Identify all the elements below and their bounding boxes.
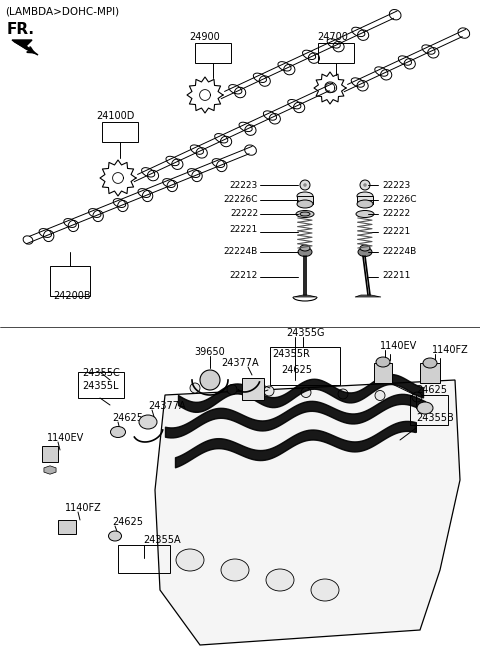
Ellipse shape <box>357 192 373 200</box>
Text: 22221: 22221 <box>382 228 410 237</box>
Text: 39650: 39650 <box>194 347 226 357</box>
Bar <box>297 196 313 204</box>
Circle shape <box>303 184 307 186</box>
Bar <box>50 266 90 296</box>
Ellipse shape <box>297 200 313 208</box>
Bar <box>195 43 231 63</box>
Ellipse shape <box>221 559 249 581</box>
Text: 1140FZ: 1140FZ <box>65 503 102 513</box>
Circle shape <box>360 180 370 190</box>
Circle shape <box>375 390 385 401</box>
Ellipse shape <box>360 245 370 251</box>
Text: 22226C: 22226C <box>382 195 417 205</box>
Text: (LAMBDA>DOHC-MPI): (LAMBDA>DOHC-MPI) <box>5 7 119 17</box>
Ellipse shape <box>417 402 433 414</box>
Bar <box>102 122 138 142</box>
Text: FR.: FR. <box>7 22 35 37</box>
Ellipse shape <box>297 192 313 200</box>
Text: 22224B: 22224B <box>224 247 258 256</box>
Text: 24355C: 24355C <box>82 368 120 378</box>
Text: 24355A: 24355A <box>143 535 180 545</box>
Text: 22222: 22222 <box>382 209 410 218</box>
Bar <box>374 363 392 383</box>
Bar <box>410 395 448 425</box>
Circle shape <box>363 184 367 186</box>
Ellipse shape <box>357 200 373 208</box>
Text: 22223: 22223 <box>230 180 258 190</box>
Bar <box>242 378 264 400</box>
Text: 24355R: 24355R <box>272 349 310 359</box>
Ellipse shape <box>176 549 204 571</box>
Ellipse shape <box>300 245 310 251</box>
Text: 24625: 24625 <box>416 385 447 395</box>
Ellipse shape <box>108 531 121 541</box>
Text: 24355G: 24355G <box>286 328 324 338</box>
Bar <box>42 446 58 462</box>
Text: 22221: 22221 <box>230 226 258 234</box>
Circle shape <box>264 386 274 396</box>
Ellipse shape <box>423 358 437 368</box>
Bar <box>78 372 124 398</box>
Ellipse shape <box>298 247 312 256</box>
Circle shape <box>190 383 200 393</box>
Text: 24625: 24625 <box>112 517 143 527</box>
Ellipse shape <box>110 426 125 438</box>
Bar <box>357 196 373 204</box>
Bar <box>420 363 440 383</box>
Text: 1140FZ: 1140FZ <box>432 345 469 355</box>
Text: 24700: 24700 <box>318 32 348 42</box>
Ellipse shape <box>300 212 310 216</box>
Text: 24625: 24625 <box>112 413 143 423</box>
Text: 24355B: 24355B <box>416 413 454 423</box>
Text: 22224B: 22224B <box>382 247 416 256</box>
Ellipse shape <box>358 247 372 256</box>
Bar <box>58 520 76 534</box>
Polygon shape <box>12 40 38 55</box>
Ellipse shape <box>266 569 294 591</box>
Ellipse shape <box>296 211 314 218</box>
Text: 24377A: 24377A <box>221 358 259 368</box>
Text: 24625: 24625 <box>281 365 312 375</box>
Circle shape <box>301 388 311 398</box>
Text: 22223: 22223 <box>382 180 410 190</box>
Text: 24900: 24900 <box>190 32 220 42</box>
Ellipse shape <box>139 415 157 429</box>
Ellipse shape <box>376 357 390 367</box>
Text: 1140EV: 1140EV <box>47 433 84 443</box>
Bar <box>118 545 170 573</box>
Circle shape <box>200 370 220 390</box>
Circle shape <box>227 384 237 394</box>
Text: 24100D: 24100D <box>96 111 134 121</box>
Bar <box>318 43 354 63</box>
Text: 22226C: 22226C <box>224 195 258 205</box>
Text: 1140EV: 1140EV <box>380 341 417 351</box>
Text: 24377A: 24377A <box>148 401 186 411</box>
Polygon shape <box>293 295 317 297</box>
Text: 22211: 22211 <box>382 270 410 279</box>
Polygon shape <box>355 295 381 297</box>
Circle shape <box>412 392 422 402</box>
Polygon shape <box>44 466 56 474</box>
Text: 24355L: 24355L <box>82 381 119 391</box>
Circle shape <box>338 389 348 399</box>
Text: 24200B: 24200B <box>53 291 91 301</box>
Text: 22222: 22222 <box>230 209 258 218</box>
Ellipse shape <box>311 579 339 601</box>
Bar <box>270 347 340 385</box>
Text: 22212: 22212 <box>230 270 258 279</box>
Polygon shape <box>155 380 460 645</box>
Ellipse shape <box>356 211 374 218</box>
Circle shape <box>300 180 310 190</box>
